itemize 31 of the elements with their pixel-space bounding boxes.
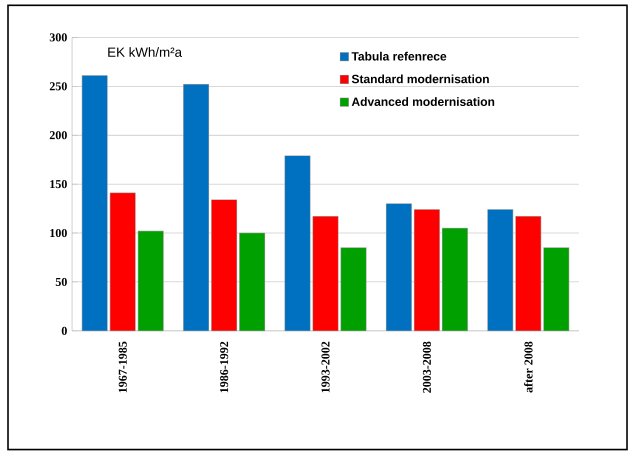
bar [515,216,542,331]
x-tick-label: 1967-1985 [118,342,127,392]
y-tick-label: 200 [50,131,67,140]
bar [312,216,338,331]
y-tick-label: 0 [62,326,67,335]
y-tick-label: 250 [50,82,67,90]
bar [386,203,412,331]
bar [543,247,570,331]
y-tick-label: 300 [50,33,67,42]
bar [82,75,108,331]
bar [110,192,136,331]
x-tick-label: after 2008 [524,342,533,392]
y-tick-label: 50 [56,278,67,286]
bar [183,84,210,331]
x-tick-label: 2003-2008 [422,342,431,393]
y-axis-title: EK kWh/m²a [108,47,182,57]
legend-label: Advanced modernisation [352,97,494,106]
legend-label: Standard modernisation [352,74,489,84]
y-tick-label: 100 [50,228,67,237]
bar [487,209,514,331]
bar [414,209,440,331]
x-tick-label: 1986-1992 [220,342,228,392]
x-tick-label: 1993-2002 [321,342,330,392]
bar [284,155,310,331]
bar [442,228,468,331]
bar [138,230,164,331]
bar [340,247,366,331]
bar [239,232,266,331]
legend-label: Tabula refenrece [352,52,446,60]
y-tick-label: 150 [50,180,67,188]
bar [211,199,238,331]
